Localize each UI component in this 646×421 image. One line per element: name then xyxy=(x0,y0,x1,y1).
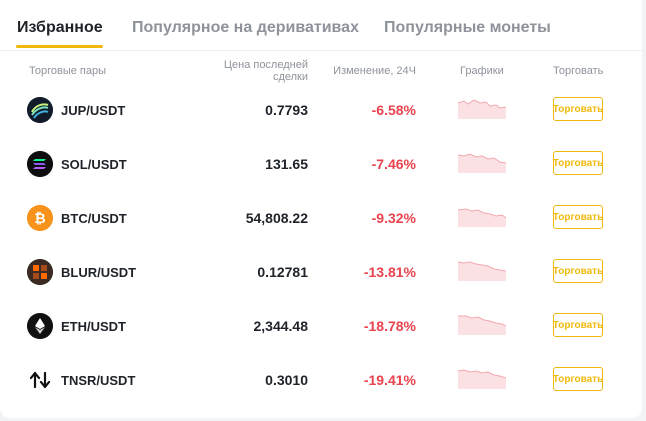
change-24h: -13.81% xyxy=(363,264,416,280)
blur-icon xyxy=(27,259,53,285)
pair-name[interactable]: BLUR/USDT xyxy=(61,265,137,280)
column-header-charts: Графики xyxy=(460,65,504,77)
sparkline-chart xyxy=(458,99,506,119)
change-24h: -7.46% xyxy=(371,156,416,172)
pair-name[interactable]: ETH/USDT xyxy=(61,319,126,334)
bitcoin-icon: ₿ xyxy=(27,205,53,231)
last-price: 0.3010 xyxy=(265,372,308,388)
sparkline-chart xyxy=(458,208,506,227)
pair-name[interactable]: SOL/USDT xyxy=(61,157,127,172)
trade-button[interactable]: Торговать xyxy=(553,313,603,337)
table-row[interactable]: BLUR/USDT 0.12781 -13.81% Торговать xyxy=(0,245,642,299)
change-24h: -18.78% xyxy=(363,318,416,334)
tensor-icon xyxy=(27,367,53,393)
change-24h: -19.41% xyxy=(363,372,416,388)
column-header-trade: Торговать xyxy=(553,65,604,77)
last-price: 54,808.22 xyxy=(245,210,308,226)
pair-name[interactable]: TNSR/USDT xyxy=(61,373,136,388)
sparkline-chart xyxy=(458,153,506,173)
sparkline-chart xyxy=(458,369,506,389)
table-row[interactable]: TNSR/USDT 0.3010 -19.41% Торговать xyxy=(0,353,642,407)
column-header-price: Цена последней сделки xyxy=(224,59,308,83)
pair-name[interactable]: JUP/USDT xyxy=(61,103,126,118)
column-header-change: Изменение, 24Ч xyxy=(333,65,416,77)
jupiter-icon xyxy=(27,97,53,123)
svg-text:₿: ₿ xyxy=(34,211,45,227)
solana-icon xyxy=(27,151,53,177)
active-tab-indicator xyxy=(16,45,103,48)
tab-bar: Избранное Популярное на деривативах Попу… xyxy=(0,0,642,51)
sparkline-chart xyxy=(458,315,506,335)
column-header-pair: Торговые пары xyxy=(29,65,107,77)
table-row[interactable]: ETH/USDT 2,344.48 -18.78% Торговать xyxy=(0,299,642,353)
change-24h: -9.32% xyxy=(371,210,416,226)
trade-button[interactable]: Торговать xyxy=(553,259,603,283)
ethereum-icon xyxy=(27,313,53,339)
sparkline-chart xyxy=(458,261,506,281)
column-header-price-line1: Цена последней xyxy=(223,59,308,71)
table-row[interactable]: ₿ BTC/USDT 54,808.22 -9.32% Торговать xyxy=(0,191,642,245)
tab-favorites[interactable]: Избранное xyxy=(17,19,103,36)
tab-popular-coins[interactable]: Популярные монеты xyxy=(384,19,551,36)
last-price: 0.7793 xyxy=(265,102,308,118)
last-price: 2,344.48 xyxy=(253,318,309,334)
change-24h: -6.58% xyxy=(371,102,416,118)
trade-button[interactable]: Торговать xyxy=(553,97,603,121)
table-row[interactable]: JUP/USDT 0.7793 -6.58% Торговать xyxy=(0,83,642,137)
pair-name[interactable]: BTC/USDT xyxy=(61,211,127,226)
last-price: 131.65 xyxy=(265,156,308,172)
tab-derivatives-popular[interactable]: Популярное на деривативах xyxy=(132,19,359,36)
column-header-price-line2: сделки xyxy=(272,71,308,83)
trade-button[interactable]: Торговать xyxy=(553,367,603,391)
trade-button[interactable]: Торговать xyxy=(553,151,603,175)
trade-button[interactable]: Торговать xyxy=(553,205,603,229)
table-row[interactable]: SOL/USDT 131.65 -7.46% Торговать xyxy=(0,137,642,191)
last-price: 0.12781 xyxy=(257,264,308,280)
